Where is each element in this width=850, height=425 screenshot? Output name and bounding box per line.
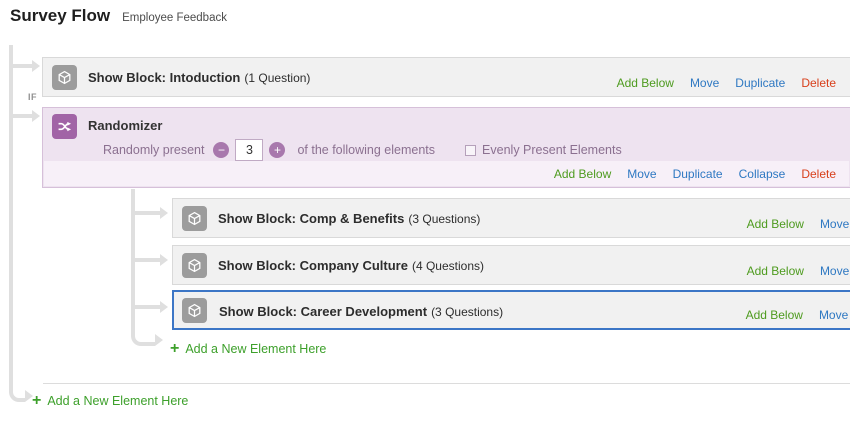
decrement-count-button[interactable]: − bbox=[213, 142, 230, 158]
block-question-count: (3 Questions) bbox=[408, 212, 481, 226]
add-below-link[interactable]: Add Below bbox=[616, 76, 674, 90]
block-question-count: (4 Questions) bbox=[411, 259, 484, 273]
add-new-element-link-main[interactable]: + Add a New Element Here bbox=[32, 392, 189, 409]
move-link[interactable]: Move bbox=[689, 76, 720, 90]
block-actions: Add Below Move Duplicate Delete bbox=[617, 76, 836, 90]
flow-element-comp-benefits-block[interactable]: Show Block: Comp & Benefits (3 Questions)… bbox=[172, 198, 850, 238]
flow-element-company-culture-block[interactable]: Show Block: Company Culture (4 Questions)… bbox=[172, 245, 850, 285]
block-title: Show Block: Comp & Benefits (3 Questions) bbox=[218, 211, 481, 226]
plus-icon: + bbox=[32, 392, 42, 409]
increment-count-button[interactable]: + bbox=[269, 142, 286, 158]
delete-link[interactable]: Delete bbox=[801, 76, 836, 90]
add-below-link[interactable]: Add Below bbox=[746, 264, 804, 278]
flow-element-randomizer[interactable]: Randomizer Randomly present − + of the f… bbox=[42, 107, 850, 188]
add-below-link[interactable]: Add Below bbox=[553, 166, 612, 181]
cube-icon bbox=[182, 206, 207, 231]
add-below-link[interactable]: Add Below bbox=[745, 308, 803, 322]
block-title: Show Block: Career Development (3 Questio… bbox=[219, 304, 504, 319]
move-link[interactable]: Move bbox=[627, 166, 657, 181]
flow-nested-line bbox=[131, 189, 135, 331]
evenly-present-checkbox[interactable] bbox=[465, 144, 477, 156]
evenly-present-label[interactable]: Evenly Present Elements bbox=[482, 143, 622, 157]
block-title: Show Block: Intoduction (1 Question) bbox=[88, 70, 311, 85]
cube-icon bbox=[182, 298, 207, 323]
if-drag-indicator: IF bbox=[28, 92, 37, 102]
flow-elbow-nested-add bbox=[131, 331, 163, 346]
cube-icon bbox=[52, 65, 77, 90]
plus-icon: + bbox=[170, 340, 180, 357]
duplicate-link[interactable]: Duplicate bbox=[672, 166, 723, 181]
flow-bottom-divider bbox=[43, 383, 850, 384]
duplicate-link[interactable]: Duplicate bbox=[735, 76, 786, 90]
flow-element-career-development-block-selected[interactable]: Show Block: Career Development (3 Questio… bbox=[172, 290, 850, 330]
page-title: Survey Flow bbox=[10, 6, 111, 25]
block-actions: Add Below Move Duplicate Delete bbox=[747, 264, 850, 278]
move-link[interactable]: Move bbox=[819, 264, 850, 278]
random-count-input[interactable] bbox=[235, 139, 264, 161]
flow-arrow-randomizer bbox=[13, 110, 40, 122]
of-following-elements-label: of the following elements bbox=[297, 143, 436, 157]
shuffle-icon bbox=[52, 114, 77, 139]
block-question-count: (3 Questions) bbox=[431, 305, 504, 319]
flow-arrow-career bbox=[135, 301, 168, 313]
flow-arrow-comp bbox=[135, 207, 168, 219]
header: Survey Flow Employee Feedback bbox=[10, 6, 227, 26]
flow-arrow-culture bbox=[135, 254, 168, 266]
flow-arrow-intro bbox=[13, 60, 40, 72]
collapse-link[interactable]: Collapse bbox=[738, 166, 786, 181]
cube-icon bbox=[182, 253, 207, 278]
block-title: Show Block: Company Culture (4 Questions) bbox=[218, 258, 484, 273]
delete-link[interactable]: Delete bbox=[801, 166, 836, 181]
block-actions: Add Below Move Duplicate Delete bbox=[747, 217, 850, 231]
move-link[interactable]: Move bbox=[818, 308, 849, 322]
block-question-count: (1 Question) bbox=[244, 71, 311, 85]
flow-main-line bbox=[9, 45, 13, 376]
flow-element-intro-block[interactable]: Show Block: Intoduction (1 Question) Add … bbox=[42, 57, 850, 97]
move-link[interactable]: Move bbox=[819, 217, 850, 231]
add-new-element-link-nested[interactable]: + Add a New Element Here bbox=[170, 340, 327, 357]
survey-name: Employee Feedback bbox=[122, 12, 227, 24]
flow-elbow-main-add bbox=[9, 376, 33, 402]
randomizer-actions: Add Below Move Duplicate Collapse Delete bbox=[44, 161, 849, 186]
randomizer-controls: Randomly present − + of the following el… bbox=[103, 138, 622, 162]
randomly-present-label: Randomly present bbox=[103, 143, 205, 157]
add-below-link[interactable]: Add Below bbox=[746, 217, 804, 231]
block-actions: Add Below Move Duplicate Delete bbox=[746, 308, 850, 322]
randomizer-title: Randomizer bbox=[88, 118, 163, 133]
